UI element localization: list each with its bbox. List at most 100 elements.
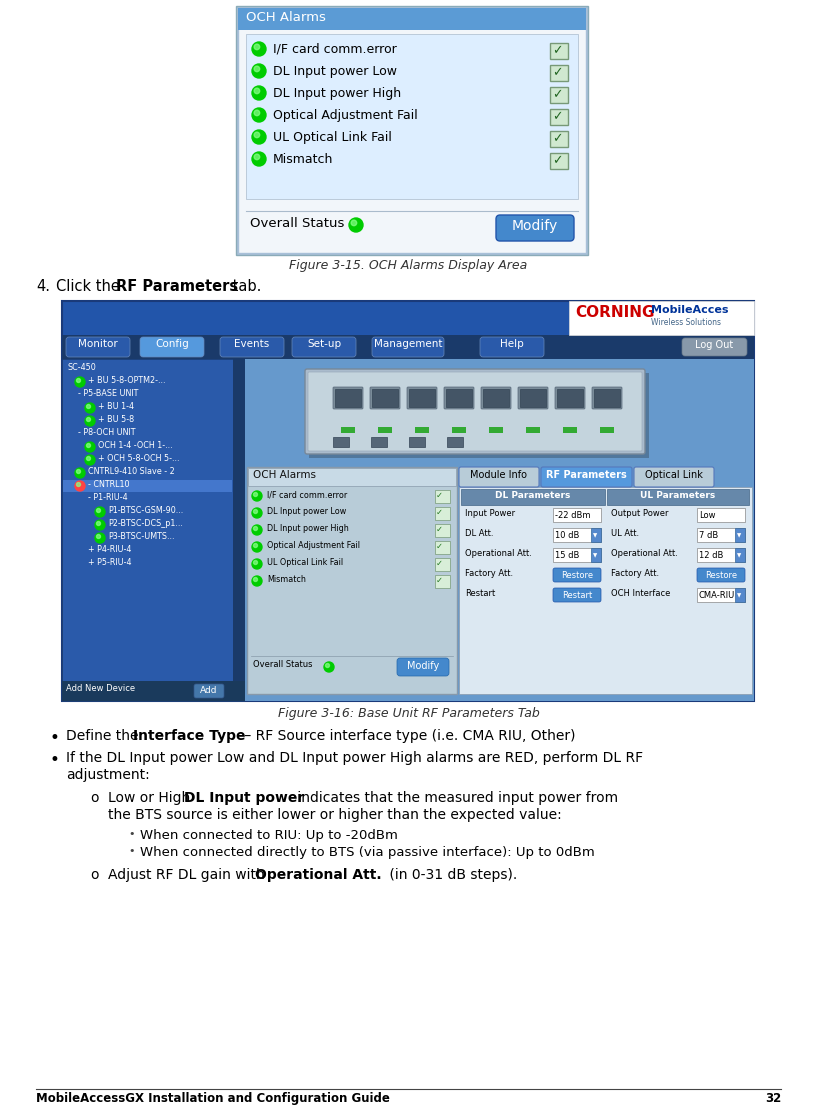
FancyBboxPatch shape — [518, 387, 548, 409]
Circle shape — [85, 455, 95, 465]
Text: CMA-RIU: CMA-RIU — [699, 592, 735, 600]
Text: Input Power: Input Power — [465, 509, 516, 518]
Text: tab.: tab. — [228, 278, 261, 294]
Circle shape — [87, 418, 91, 421]
Text: Restore: Restore — [705, 571, 737, 580]
Bar — [594, 389, 620, 407]
Text: + BU 5-8-OPTM2-...: + BU 5-8-OPTM2-... — [88, 377, 166, 385]
Bar — [550, 87, 568, 102]
Bar — [459, 487, 752, 694]
Bar — [557, 389, 583, 407]
Text: Operational Att.: Operational Att. — [465, 549, 532, 558]
Circle shape — [253, 509, 257, 514]
FancyBboxPatch shape — [292, 338, 356, 356]
FancyBboxPatch shape — [194, 684, 224, 698]
Circle shape — [77, 469, 81, 473]
Circle shape — [252, 525, 262, 535]
Text: UL Parameters: UL Parameters — [641, 491, 716, 500]
Text: •: • — [128, 829, 135, 839]
Bar — [735, 588, 745, 602]
Circle shape — [253, 560, 257, 565]
Bar — [553, 528, 601, 543]
Circle shape — [252, 63, 266, 78]
Text: Operational Att.: Operational Att. — [611, 549, 678, 558]
FancyBboxPatch shape — [682, 338, 747, 356]
Circle shape — [252, 576, 262, 586]
Text: the BTS source is either lower or higher than the expected value:: the BTS source is either lower or higher… — [108, 808, 562, 822]
Text: OCH Alarms: OCH Alarms — [253, 470, 316, 480]
Text: MobileAccessGX Installation and Configuration Guide: MobileAccessGX Installation and Configur… — [36, 1092, 390, 1105]
Bar — [63, 480, 232, 492]
Bar — [62, 335, 754, 359]
Text: + P4-RIU-4: + P4-RIU-4 — [88, 545, 132, 554]
Text: ✓: ✓ — [436, 508, 443, 517]
FancyBboxPatch shape — [140, 338, 204, 356]
Text: Figure 3-16: Base Unit RF Parameters Tab: Figure 3-16: Base Unit RF Parameters Tab — [278, 707, 539, 720]
FancyBboxPatch shape — [553, 568, 601, 582]
Text: Restart: Restart — [465, 589, 495, 598]
Bar — [452, 427, 466, 433]
Text: 4.: 4. — [36, 278, 50, 294]
Text: ✓: ✓ — [552, 88, 562, 101]
Text: Add New Device: Add New Device — [66, 684, 135, 693]
FancyBboxPatch shape — [444, 387, 474, 409]
Bar — [435, 490, 450, 504]
Text: -22 dBm: -22 dBm — [555, 511, 591, 520]
Circle shape — [252, 543, 262, 553]
Text: o: o — [90, 791, 99, 805]
Text: Mismatch: Mismatch — [267, 575, 306, 584]
Bar — [341, 427, 355, 433]
Text: ✓: ✓ — [552, 154, 562, 167]
Circle shape — [254, 66, 260, 71]
FancyBboxPatch shape — [397, 658, 449, 676]
Text: Low: Low — [699, 511, 716, 520]
Bar — [62, 301, 754, 701]
Text: Adjust RF DL gain with: Adjust RF DL gain with — [108, 868, 269, 882]
Text: Optical Adjustment Fail: Optical Adjustment Fail — [273, 109, 417, 123]
Bar — [62, 359, 245, 701]
Bar — [372, 389, 398, 407]
Circle shape — [254, 45, 260, 50]
Bar — [247, 467, 457, 694]
Bar — [435, 558, 450, 571]
Text: UL Optical Link Fail: UL Optical Link Fail — [273, 131, 392, 144]
Circle shape — [324, 662, 334, 672]
Text: ✓: ✓ — [436, 576, 443, 585]
Circle shape — [75, 481, 85, 491]
Text: Overall Status: Overall Status — [253, 659, 312, 670]
Text: •: • — [50, 751, 60, 769]
Text: Management: Management — [373, 339, 442, 349]
Bar — [248, 468, 456, 486]
FancyBboxPatch shape — [220, 338, 284, 356]
Text: ✓: ✓ — [436, 543, 443, 551]
Bar — [526, 427, 540, 433]
Bar — [378, 427, 392, 433]
Text: Restart: Restart — [562, 592, 592, 600]
FancyBboxPatch shape — [496, 215, 574, 241]
Text: Low or High: Low or High — [108, 791, 194, 805]
Text: Click the: Click the — [56, 278, 124, 294]
Text: - P1-RIU-4: - P1-RIU-4 — [88, 494, 127, 502]
FancyBboxPatch shape — [697, 568, 745, 582]
Text: + BU 1-4: + BU 1-4 — [98, 402, 134, 411]
Bar — [238, 8, 586, 253]
Bar — [591, 548, 601, 561]
Bar — [335, 389, 361, 407]
Text: ▼: ▼ — [737, 553, 741, 558]
Text: MobileAcces: MobileAcces — [651, 305, 729, 315]
Circle shape — [96, 521, 100, 526]
Text: When connected directly to BTS (via passive interface): Up to 0dBm: When connected directly to BTS (via pass… — [140, 846, 595, 859]
Text: Modify: Modify — [512, 219, 558, 233]
Text: OCH Interface: OCH Interface — [611, 589, 671, 598]
Circle shape — [325, 664, 329, 667]
Bar — [236, 6, 588, 255]
Text: Mismatch: Mismatch — [273, 153, 333, 166]
Text: ✓: ✓ — [436, 559, 443, 568]
Bar — [233, 359, 245, 681]
Text: – RF Source interface type (i.e. CMA RIU, Other): – RF Source interface type (i.e. CMA RIU… — [240, 729, 575, 743]
Text: ✓: ✓ — [552, 66, 562, 79]
Text: ▼: ▼ — [593, 553, 597, 558]
Text: (in 0-31 dB steps).: (in 0-31 dB steps). — [385, 868, 517, 882]
Text: Figure 3-15. OCH Alarms Display Area: Figure 3-15. OCH Alarms Display Area — [289, 258, 528, 272]
Text: + BU 5-8: + BU 5-8 — [98, 416, 134, 424]
